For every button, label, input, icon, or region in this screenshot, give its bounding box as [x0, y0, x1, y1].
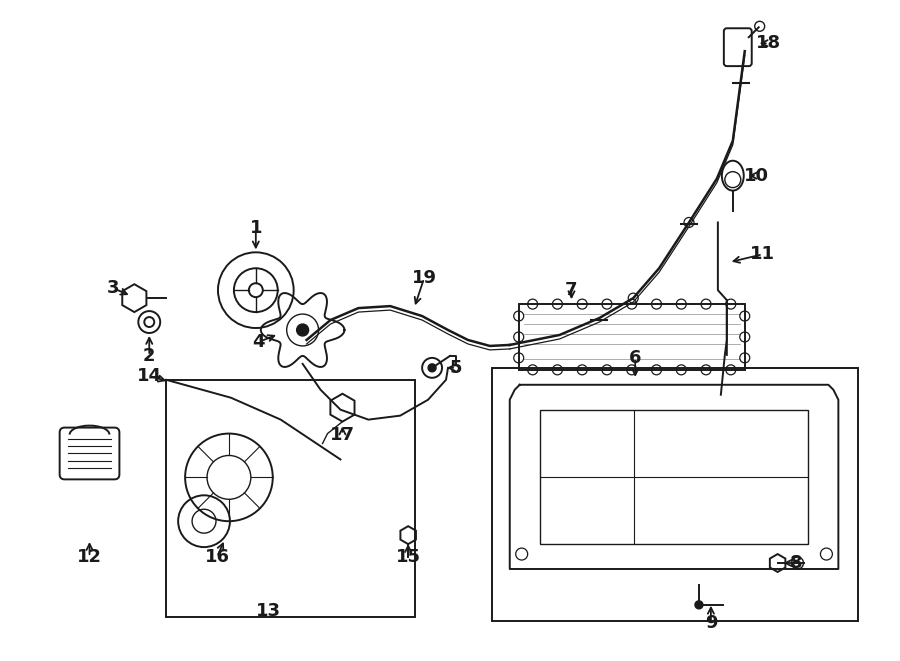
Circle shape — [695, 601, 703, 609]
Text: 13: 13 — [256, 602, 282, 620]
Text: 4: 4 — [253, 333, 266, 351]
Text: 11: 11 — [751, 245, 775, 263]
Text: 15: 15 — [396, 548, 420, 566]
Text: 1: 1 — [249, 219, 262, 237]
Circle shape — [144, 317, 154, 327]
Text: 16: 16 — [204, 548, 230, 566]
Bar — [540, 410, 808, 544]
Text: 3: 3 — [107, 279, 120, 297]
Text: 12: 12 — [77, 548, 102, 566]
Text: 10: 10 — [744, 167, 770, 184]
Bar — [518, 304, 745, 370]
Text: 19: 19 — [411, 269, 436, 288]
Text: 9: 9 — [705, 614, 717, 632]
Text: 6: 6 — [629, 349, 642, 367]
Text: 5: 5 — [450, 359, 463, 377]
Circle shape — [428, 364, 436, 372]
Text: 2: 2 — [143, 347, 156, 365]
Bar — [491, 368, 859, 621]
Text: 18: 18 — [756, 34, 781, 52]
Text: 17: 17 — [330, 426, 355, 444]
Circle shape — [297, 324, 309, 336]
Bar — [166, 380, 415, 617]
Text: 7: 7 — [565, 281, 578, 299]
Text: 14: 14 — [137, 367, 162, 385]
Text: 8: 8 — [790, 554, 803, 572]
